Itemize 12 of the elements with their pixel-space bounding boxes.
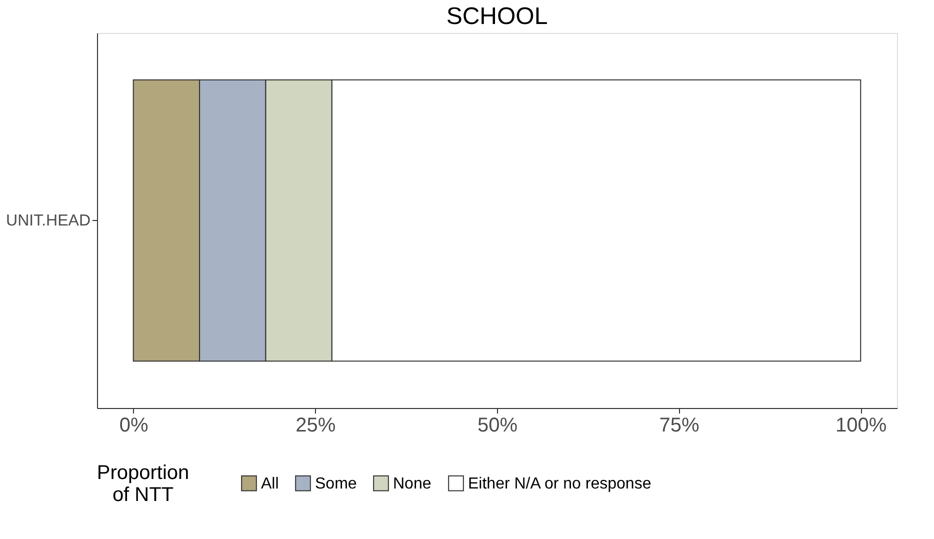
x-tick-label: 100%: [836, 414, 887, 436]
legend-label: None: [393, 475, 432, 492]
x-tick-label: 50%: [477, 414, 518, 436]
y-tick-label: UNIT.HEAD: [6, 212, 90, 230]
x-tick-label: 25%: [296, 414, 336, 436]
legend-label: All: [261, 475, 279, 492]
legend-label: Either N/A or no response: [468, 475, 652, 492]
legend-title: Proportion of NTT: [96, 462, 190, 506]
chart-title: SCHOOL: [446, 3, 548, 30]
x-tick-label: 75%: [659, 414, 700, 436]
legend-label: Some: [315, 475, 357, 492]
x-tick-label: 0%: [119, 414, 149, 436]
